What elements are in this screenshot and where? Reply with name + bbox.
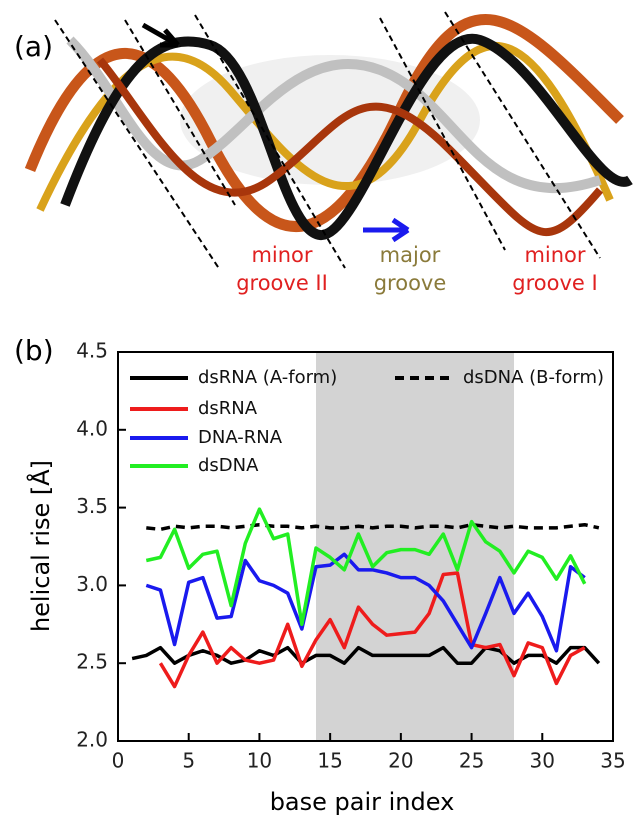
- x-tick-label: 0: [112, 749, 125, 773]
- annotation-line: minor: [524, 243, 585, 267]
- panel-label: (b): [14, 334, 54, 367]
- y-tick-label: 4.0: [76, 416, 108, 440]
- legend-label: dsDNA (B-form): [463, 367, 604, 388]
- x-tick-label: 35: [600, 749, 625, 773]
- y-tick-label: 4.5: [76, 339, 108, 363]
- series-line: [145, 552, 586, 653]
- x-tick-label: 10: [247, 749, 272, 773]
- series-line: [158, 571, 586, 689]
- shaded-region: [316, 352, 514, 741]
- panel-label: (a): [14, 30, 53, 63]
- x-axis-title: base pair index: [270, 788, 455, 816]
- x-tick-label: 30: [530, 749, 555, 773]
- x-tick-label: 5: [182, 749, 195, 773]
- y-tick-label: 3.5: [76, 494, 108, 518]
- helix-illustration: [24, 11, 633, 271]
- legend-label: dsDNA: [198, 455, 259, 476]
- annotation-line: groove II: [236, 271, 328, 295]
- annotation: minor groove II: [236, 243, 328, 295]
- x-tick-label: 15: [317, 749, 342, 773]
- annotation-line: groove: [374, 271, 447, 295]
- series-line: [146, 522, 600, 532]
- legend-label: dsRNA (A-form): [198, 367, 337, 388]
- annotation-line: major: [380, 243, 441, 267]
- y-axis-title: helical rise [Å]: [26, 460, 55, 632]
- x-tick-label: 20: [388, 749, 413, 773]
- legend-label: dsRNA: [198, 398, 258, 419]
- legend-label: DNA-RNA: [198, 427, 283, 448]
- annotation-line: groove I: [512, 271, 597, 295]
- annotation: minor groove I: [512, 243, 597, 295]
- series-line: [145, 507, 587, 627]
- annotation-line: minor: [251, 243, 312, 267]
- y-tick-label: 2.0: [76, 728, 108, 752]
- plot-frame: [117, 351, 614, 742]
- x-tick-label: 25: [459, 749, 484, 773]
- y-tick-label: 3.0: [76, 572, 108, 596]
- annotation: major groove: [374, 243, 447, 295]
- y-tick-label: 2.5: [76, 650, 108, 674]
